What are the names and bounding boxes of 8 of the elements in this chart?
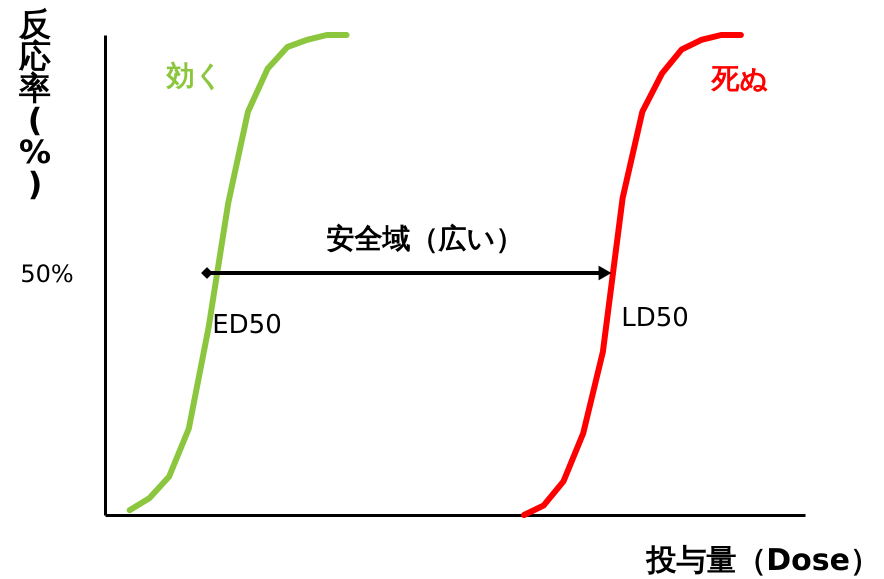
- series-label: 効く: [166, 59, 224, 92]
- y-axis-title: 反応率(%): [18, 5, 52, 203]
- annotation: LD50: [621, 303, 689, 333]
- series-label: 死ぬ: [710, 62, 768, 95]
- annotation: ED50: [212, 310, 282, 340]
- annotation: 安全域（広い）: [326, 222, 524, 255]
- text: 50%: [20, 260, 74, 288]
- x-axis-title: 投与量（Dose）: [645, 543, 880, 578]
